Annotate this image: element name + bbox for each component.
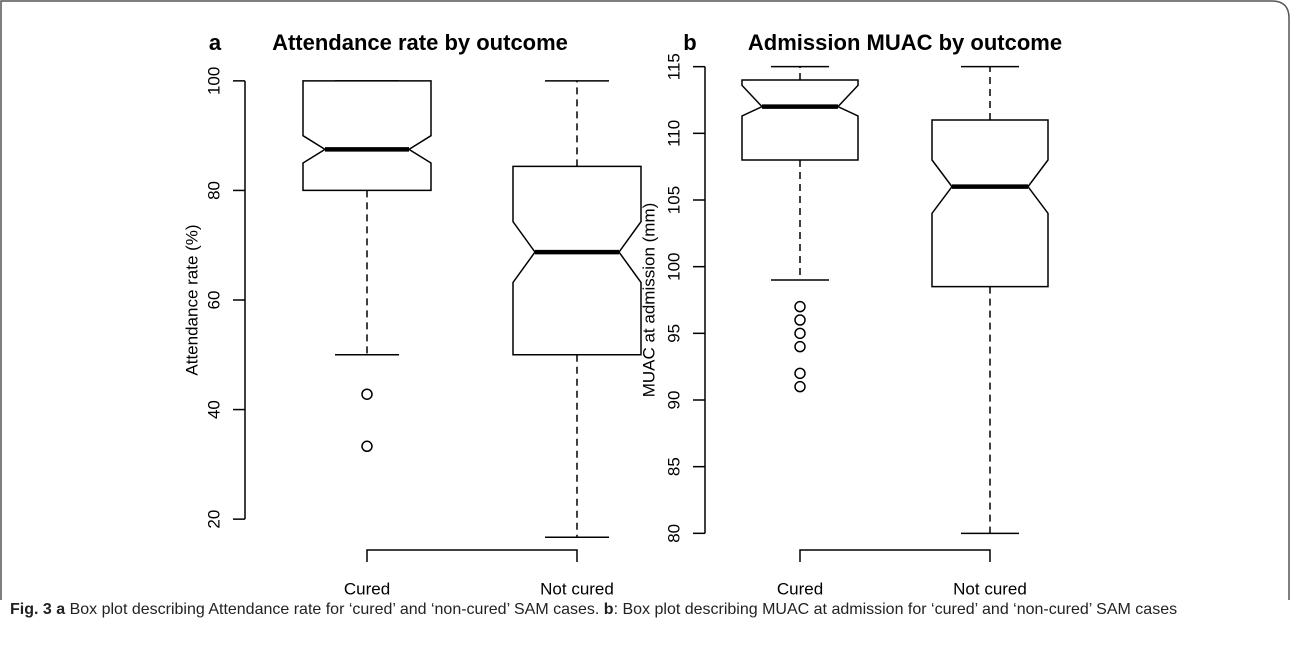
x-tick-label: Not cured — [540, 579, 614, 598]
box — [302, 80, 432, 192]
y-tick-label: 90 — [664, 391, 683, 410]
caption: Fig. 3 a Box plot describing Attendance … — [10, 598, 1260, 622]
caption-segment: Fig. 3 a — [10, 601, 66, 618]
y-tick-label: 80 — [204, 181, 223, 200]
outlier — [794, 340, 806, 353]
y-tick-label: 40 — [204, 400, 223, 419]
chart-title: Attendance rate by outcome — [272, 30, 568, 55]
y-axis-label: MUAC at admission (mm) — [639, 203, 658, 398]
y-tick-label: 60 — [204, 291, 223, 310]
box — [931, 119, 1049, 288]
outlier — [361, 440, 373, 453]
x-tick-label: Not cured — [953, 579, 1027, 598]
y-tick-label: 110 — [664, 120, 683, 147]
figure: a Attendance rate by outcome 20 40 60 80 100 At… — [0, 0, 1290, 600]
outlier — [794, 314, 806, 326]
y-tick-label: 80 — [664, 524, 683, 543]
caption-segment: : Box plot describing MUAC at admission … — [613, 601, 1178, 618]
x-tick-label: Cured — [344, 579, 390, 598]
outlier — [794, 327, 806, 340]
y-tick-label: 95 — [664, 324, 683, 343]
y-tick-label: 115 — [664, 53, 683, 80]
outlier — [794, 300, 806, 313]
x-tick-label: Cured — [777, 579, 823, 598]
chart-title: Admission MUAC by outcome — [748, 30, 1062, 55]
outlier — [361, 388, 373, 400]
x-axis — [799, 549, 991, 562]
panel-label: b — [683, 30, 696, 55]
caption-segment: Box plot describing Attendance rate for … — [65, 601, 604, 618]
y-tick-label: 105 — [664, 186, 683, 214]
y-axis-label: Attendance rate (%) — [182, 224, 201, 375]
y-tick-label: 100 — [664, 252, 683, 280]
frame — [0, 0, 1290, 600]
panel-label: a — [209, 30, 222, 55]
y-tick-label: 100 — [204, 67, 223, 95]
box — [512, 165, 642, 356]
caption-segment: b — [603, 601, 614, 618]
x-axis — [366, 549, 578, 562]
y-tick-label: 20 — [204, 510, 223, 529]
outlier — [794, 380, 806, 393]
box — [741, 79, 859, 161]
y-tick-label: 85 — [664, 457, 683, 476]
outlier — [794, 367, 806, 380]
